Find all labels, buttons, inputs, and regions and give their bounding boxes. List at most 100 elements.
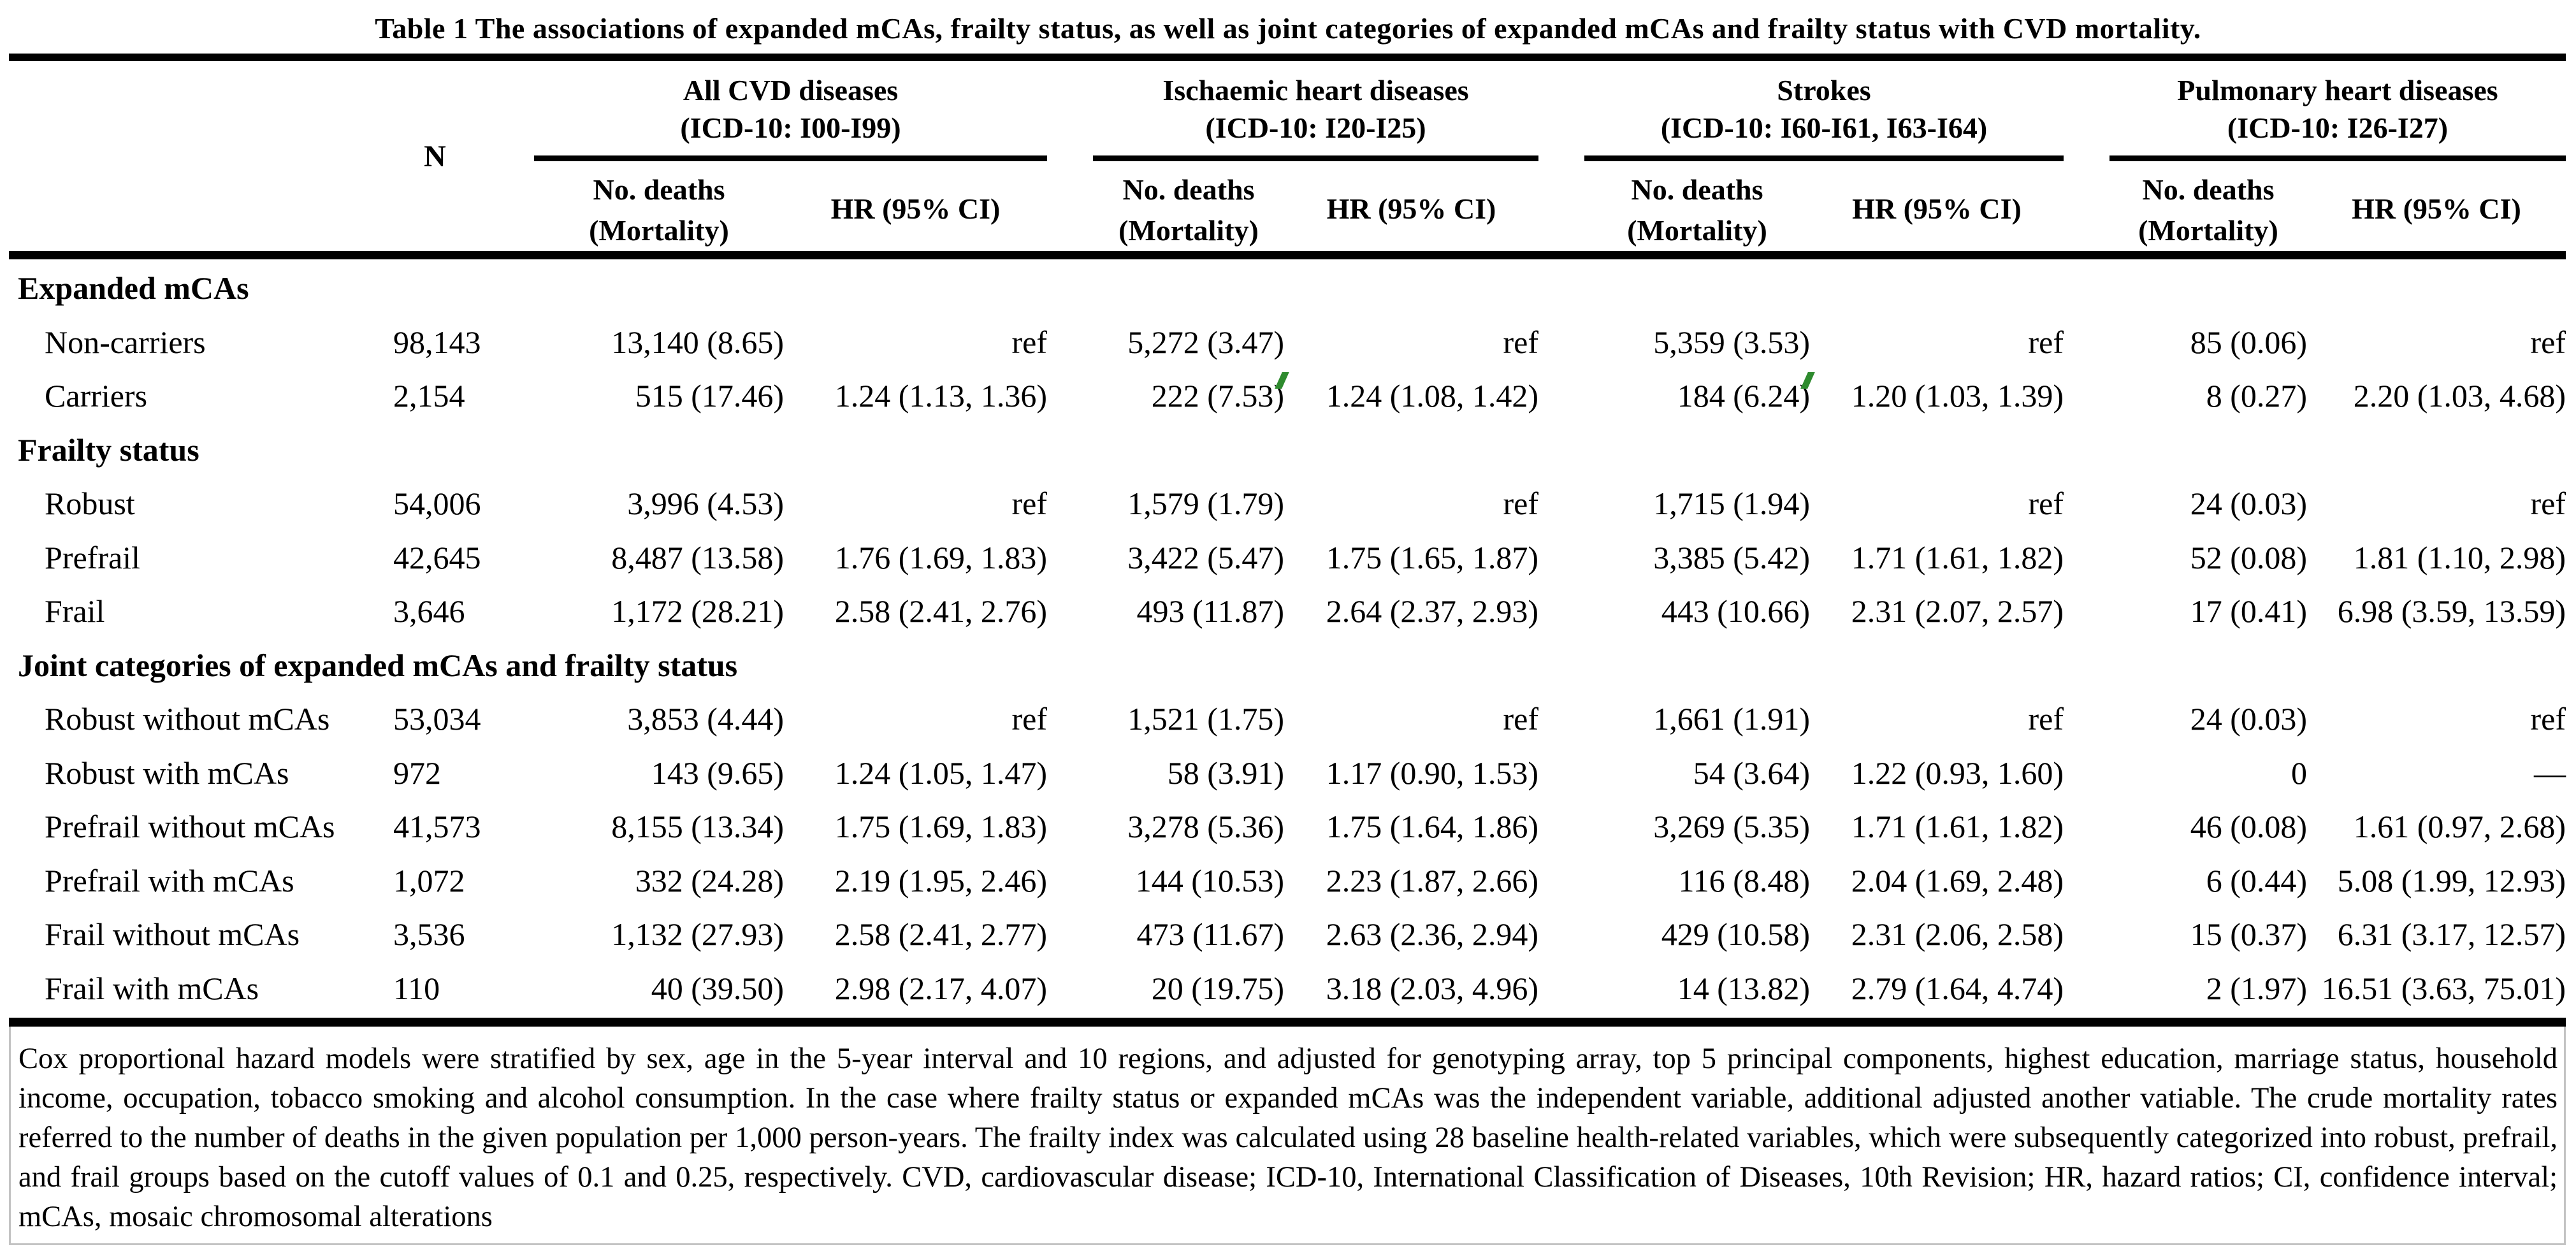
deaths-value-text: 0 bbox=[2291, 754, 2307, 791]
deaths-value: 5,272 (3.47) bbox=[1093, 324, 1284, 361]
deaths-value-text: 1,132 (27.93) bbox=[611, 916, 784, 953]
deaths-value: 2 (1.97) bbox=[2109, 970, 2307, 1007]
deaths-value: 332 (24.28) bbox=[534, 862, 784, 899]
deaths-value: 8 (0.27) bbox=[2109, 377, 2307, 414]
deaths-value: 14 (13.82) bbox=[1584, 970, 1810, 1007]
deaths-value: 1,579 (1.79) bbox=[1093, 485, 1284, 522]
deaths-value-text: 58 (3.91) bbox=[1167, 754, 1284, 791]
deaths-value: 3,996 (4.53) bbox=[534, 485, 784, 522]
hr-value-text: 2.79 (1.64, 4.74) bbox=[1851, 970, 2064, 1006]
subheader-deaths: No. deaths (Mortality) bbox=[534, 161, 784, 251]
top-rule bbox=[9, 54, 2566, 61]
column-header-n: N bbox=[424, 139, 446, 173]
footnote-text: Cox proportional hazard models were stra… bbox=[18, 1043, 2558, 1233]
hr-value-text: ref bbox=[2530, 324, 2566, 360]
deaths-value: 3,269 (5.35) bbox=[1584, 808, 1810, 845]
n-value: 110 bbox=[393, 970, 534, 1007]
group-header-ischaemic: Ischaemic heart diseases (ICD-10: I20-I2… bbox=[1093, 61, 1538, 161]
n-value-text: 41,573 bbox=[393, 809, 481, 845]
header-bottom-rule bbox=[9, 251, 2566, 259]
hr-value: 2.19 (1.95, 2.46) bbox=[784, 862, 1047, 899]
n-value: 3,536 bbox=[393, 916, 534, 953]
row-label: Prefrail with mCAs bbox=[9, 862, 393, 899]
row-label-text: Carriers bbox=[45, 378, 148, 414]
hr-value: 16.51 (3.63, 75.01) bbox=[2307, 970, 2566, 1007]
row-label: Prefrail bbox=[9, 539, 393, 576]
deaths-value-text: 1,579 (1.79) bbox=[1127, 486, 1284, 522]
hr-value-text: 2.19 (1.95, 2.46) bbox=[834, 862, 1047, 899]
deaths-value: 46 (0.08) bbox=[2109, 808, 2307, 845]
deaths-value-text: 3,853 (4.44) bbox=[627, 701, 784, 737]
row-label: Robust bbox=[9, 485, 393, 522]
deaths-value: 143 (9.65) bbox=[534, 754, 784, 791]
hr-value-text: 1.22 (0.93, 1.60) bbox=[1851, 754, 2064, 791]
hr-value-text: 1.75 (1.64, 1.86) bbox=[1326, 809, 1538, 845]
hr-value: 1.24 (1.08, 1.42) bbox=[1284, 377, 1538, 414]
hr-value: 2.98 (2.17, 4.07) bbox=[784, 970, 1047, 1007]
n-value: 972 bbox=[393, 754, 534, 791]
n-value-text: 42,645 bbox=[393, 539, 481, 575]
n-value: 42,645 bbox=[393, 539, 534, 576]
row-label-text: Frail bbox=[45, 593, 105, 630]
table-header: N All CVD diseases (ICD-10: I00-I99) Isc… bbox=[9, 61, 2566, 251]
deaths-value-text: 5,359 (3.53) bbox=[1653, 324, 1810, 360]
deaths-value-text: 1,661 (1.91) bbox=[1653, 701, 1810, 737]
deaths-value: 3,422 (5.47) bbox=[1093, 539, 1284, 576]
hr-value: 6.31 (3.17, 12.57) bbox=[2307, 916, 2566, 953]
hr-value-text: 2.20 (1.03, 4.68) bbox=[2353, 378, 2566, 414]
n-value: 41,573 bbox=[393, 808, 534, 845]
deaths-value-text: 14 (13.82) bbox=[1677, 970, 1810, 1006]
subheader-deaths-line2: (Mortality) bbox=[589, 213, 729, 247]
hr-value: ref bbox=[784, 324, 1048, 361]
row-label-text: Robust without mCAs bbox=[45, 701, 330, 737]
hr-value: 1.17 (0.90, 1.53) bbox=[1284, 754, 1538, 791]
hr-value: 1.61 (0.97, 2.68) bbox=[2307, 808, 2566, 845]
group-name: Ischaemic heart diseases bbox=[1162, 74, 1469, 106]
hr-value-text: ref bbox=[1011, 486, 1048, 522]
deaths-value: 54 (3.64) bbox=[1584, 754, 1810, 791]
deaths-value: 3,278 (5.36) bbox=[1093, 808, 1284, 845]
hr-value-text: 2.63 (2.36, 2.94) bbox=[1326, 916, 1538, 953]
deaths-value-text: 144 (10.53) bbox=[1135, 862, 1284, 899]
hr-value-text: 2.23 (1.87, 2.66) bbox=[1326, 862, 1538, 899]
hr-value-text: ref bbox=[1011, 324, 1048, 360]
hr-value: ref bbox=[2307, 485, 2566, 522]
row-label: Frail with mCAs bbox=[9, 970, 393, 1007]
n-value-text: 110 bbox=[393, 970, 440, 1006]
deaths-value-text: 85 (0.06) bbox=[2190, 324, 2307, 360]
deaths-value: 8,155 (13.34) bbox=[534, 808, 784, 845]
deaths-value: 85 (0.06) bbox=[2109, 324, 2307, 361]
row-label: Prefrail without mCAs bbox=[9, 808, 393, 845]
group-header-all-cvd: All CVD diseases (ICD-10: I00-I99) bbox=[534, 61, 1047, 161]
subheader-deaths-line1: No. deaths bbox=[593, 173, 725, 206]
hr-value-text: 1.71 (1.61, 1.82) bbox=[1851, 809, 2064, 845]
deaths-value: 1,172 (28.21) bbox=[534, 593, 784, 630]
deaths-value-text: 8,155 (13.34) bbox=[611, 809, 784, 845]
hr-value: 1.75 (1.64, 1.86) bbox=[1284, 808, 1538, 845]
deaths-value-text: 1,521 (1.75) bbox=[1127, 701, 1284, 737]
row-label-text: Prefrail with mCAs bbox=[45, 862, 294, 899]
section-row-label: Expanded mCAs bbox=[9, 270, 2566, 307]
hr-value-text: 1.17 (0.90, 1.53) bbox=[1326, 754, 1538, 791]
hr-value: 1.75 (1.69, 1.83) bbox=[784, 808, 1047, 845]
hr-value: — bbox=[2307, 754, 2566, 791]
deaths-value: 144 (10.53) bbox=[1093, 862, 1284, 899]
subheader-deaths-line1: No. deaths bbox=[2142, 173, 2275, 206]
hr-value-text: ref bbox=[1503, 486, 1539, 522]
hr-value-text: ref bbox=[1503, 324, 1539, 360]
deaths-value-text: 332 (24.28) bbox=[635, 862, 784, 899]
row-label-text: Robust with mCAs bbox=[45, 754, 289, 791]
hr-value-text: 1.24 (1.08, 1.42) bbox=[1326, 378, 1538, 414]
hr-value-text: ref bbox=[2028, 324, 2064, 360]
deaths-value: 429 (10.58) bbox=[1584, 916, 1810, 953]
deaths-value-text: 2 (1.97) bbox=[2206, 970, 2307, 1006]
group-icd: (ICD-10: I20-I25) bbox=[1205, 112, 1426, 144]
hr-value: ref bbox=[1284, 485, 1539, 522]
deaths-value-text: 493 (11.87) bbox=[1136, 593, 1284, 630]
deaths-value: 116 (8.48) bbox=[1584, 862, 1810, 899]
hr-value-text: 2.58 (2.41, 2.77) bbox=[834, 916, 1047, 953]
group-name: All CVD diseases bbox=[683, 74, 899, 106]
hr-value-text: ref bbox=[2530, 701, 2566, 737]
n-value-text: 53,034 bbox=[393, 701, 481, 737]
